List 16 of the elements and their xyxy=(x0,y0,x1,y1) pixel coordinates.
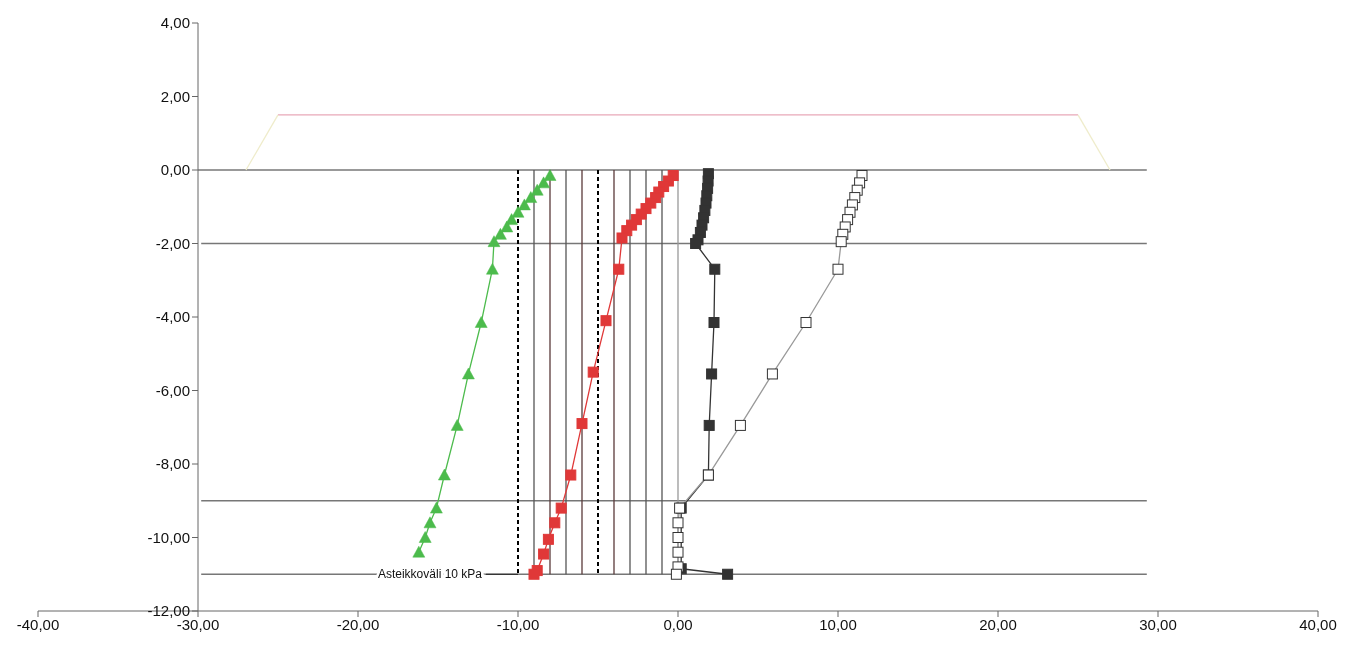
x-tick-label: -40,00 xyxy=(16,615,60,633)
x-tick-label: 0,00 xyxy=(663,615,693,633)
x-tick-label: 10,00 xyxy=(819,615,857,633)
y-tick-label: -6,00 xyxy=(155,381,190,399)
y-tick-label: -2,00 xyxy=(155,234,190,252)
y-tick-label: 2,00 xyxy=(160,87,190,105)
y-tick-label: -10,00 xyxy=(147,528,190,546)
y-tick-label: 0,00 xyxy=(160,161,190,179)
x-tick-label: 40,00 xyxy=(1299,615,1337,633)
x-tick-label: 20,00 xyxy=(979,615,1017,633)
y-tick-label: -4,00 xyxy=(155,308,190,326)
y-tick-label: 4,00 xyxy=(160,14,190,32)
x-tick-label: -10,00 xyxy=(496,615,540,633)
x-tick-label: 30,00 xyxy=(1139,615,1177,633)
y-tick-label: -8,00 xyxy=(155,455,190,473)
x-tick-label: -20,00 xyxy=(336,615,380,633)
